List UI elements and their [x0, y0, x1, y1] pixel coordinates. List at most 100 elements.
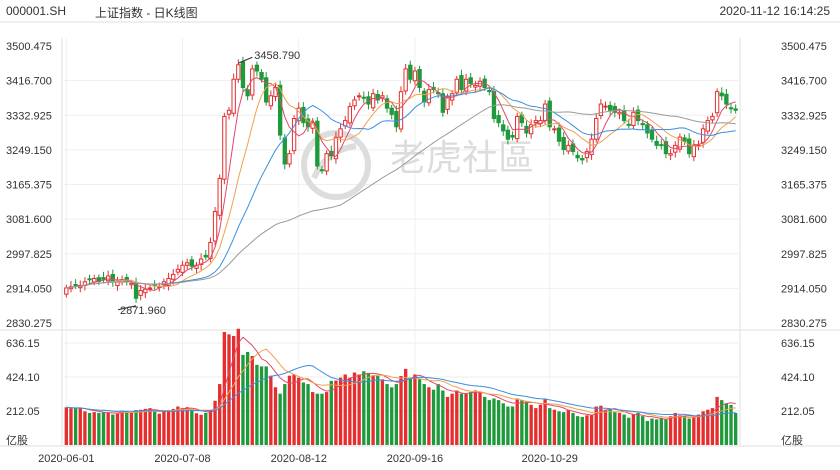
date-tick: 2020-08-12 [271, 453, 327, 465]
candle-body [138, 289, 143, 296]
volume-bar [348, 377, 352, 445]
volume-bar [231, 335, 236, 445]
candle-body [352, 99, 357, 107]
volume-bar [594, 406, 598, 445]
volume-tick-left: 636.15 [6, 338, 40, 350]
volume-bar [125, 411, 129, 445]
candle-body [589, 138, 594, 156]
volume-bar [548, 408, 552, 445]
price-tick-right: 3500.475 [781, 41, 827, 53]
candle-body [259, 71, 264, 80]
price-tick-left: 3249.150 [6, 145, 52, 157]
candle-body [594, 118, 599, 140]
volume-bar [603, 409, 608, 445]
candle-body [189, 259, 195, 267]
volume-bar [645, 420, 650, 445]
candle-body [617, 111, 622, 115]
volume-bar [255, 364, 259, 445]
candle-body [361, 96, 366, 99]
volume-bar [482, 396, 487, 445]
low-annotation: 2871.960 [120, 305, 166, 317]
date-tick: 2020-10-29 [522, 453, 578, 465]
candle-body [417, 69, 422, 89]
volume-bar [227, 334, 231, 445]
volume-bar [376, 376, 380, 445]
volume-bar [552, 409, 557, 445]
volume-bar [152, 411, 157, 445]
candle-body [487, 90, 492, 93]
volume-panel [64, 328, 738, 445]
price-tick-left: 3332.925 [6, 110, 52, 122]
candle-body [324, 153, 329, 172]
candle-body [719, 92, 724, 97]
volume-bar [315, 393, 320, 445]
volume-tick-right: 212.05 [781, 406, 815, 418]
price-tick-right: 3416.700 [781, 76, 827, 88]
volume-bar [139, 409, 143, 445]
volume-bar [445, 396, 450, 445]
candle-body [654, 140, 659, 146]
volume-bar [269, 375, 273, 445]
grid [0, 21, 840, 447]
candle-body [185, 262, 190, 266]
volume-bar [473, 390, 478, 445]
candle-body [412, 70, 418, 82]
candle-body [710, 115, 715, 121]
volume-bar [422, 384, 426, 445]
volume-bar [106, 412, 110, 445]
candle-body [649, 129, 655, 140]
volume-bar [171, 408, 175, 445]
volume-bar [659, 417, 663, 445]
volume-bar [403, 368, 408, 445]
candle-body [533, 120, 538, 123]
volume-bar [450, 393, 454, 445]
volume-bar [496, 400, 501, 445]
candle-body [496, 115, 501, 124]
candle-body [626, 123, 631, 126]
candle-body [240, 61, 246, 89]
volume-bar [650, 418, 654, 445]
volume-bar [115, 413, 120, 445]
candle-body [277, 84, 283, 136]
candle-body [463, 78, 469, 92]
volume-bar [617, 412, 622, 445]
volume-bar [608, 408, 612, 445]
candle-body [724, 93, 729, 105]
volume-bar [204, 412, 208, 445]
candle-body [171, 273, 176, 280]
volume-bar [441, 390, 445, 445]
price-tick-left: 3500.475 [6, 41, 52, 53]
candle-body [236, 64, 241, 80]
volume-bar [682, 416, 687, 445]
volume-bar [599, 405, 603, 445]
volume-bar [78, 407, 82, 445]
volume-bar [366, 372, 371, 445]
volume-unit-right: 亿股 [781, 434, 803, 447]
volume-bar [673, 412, 677, 445]
volume-bar [301, 382, 306, 445]
volume-bar [166, 410, 171, 445]
candle-body [607, 104, 613, 111]
volume-bar [399, 376, 403, 445]
candle-body [645, 124, 650, 134]
candle-body [101, 277, 106, 280]
volume-bar [213, 400, 217, 445]
volume-bar [720, 400, 724, 445]
price-tick-right: 2830.275 [781, 318, 827, 330]
volume-bar [464, 393, 468, 445]
timestamp: 2020-11-12 16:14:25 [719, 4, 830, 18]
volume-bar [208, 410, 213, 445]
volume-bar [176, 406, 180, 445]
date-tick: 2020-07-08 [154, 453, 210, 465]
candle-body [691, 144, 697, 158]
candle-body [319, 169, 325, 172]
candle-body [287, 153, 292, 165]
volume-bar [562, 412, 566, 445]
low-marker-line [117, 305, 137, 311]
volume-bar [334, 380, 338, 445]
volume-bar [292, 374, 296, 445]
candle-body [398, 91, 404, 130]
candle-body [598, 103, 604, 117]
candle-body [375, 93, 380, 101]
